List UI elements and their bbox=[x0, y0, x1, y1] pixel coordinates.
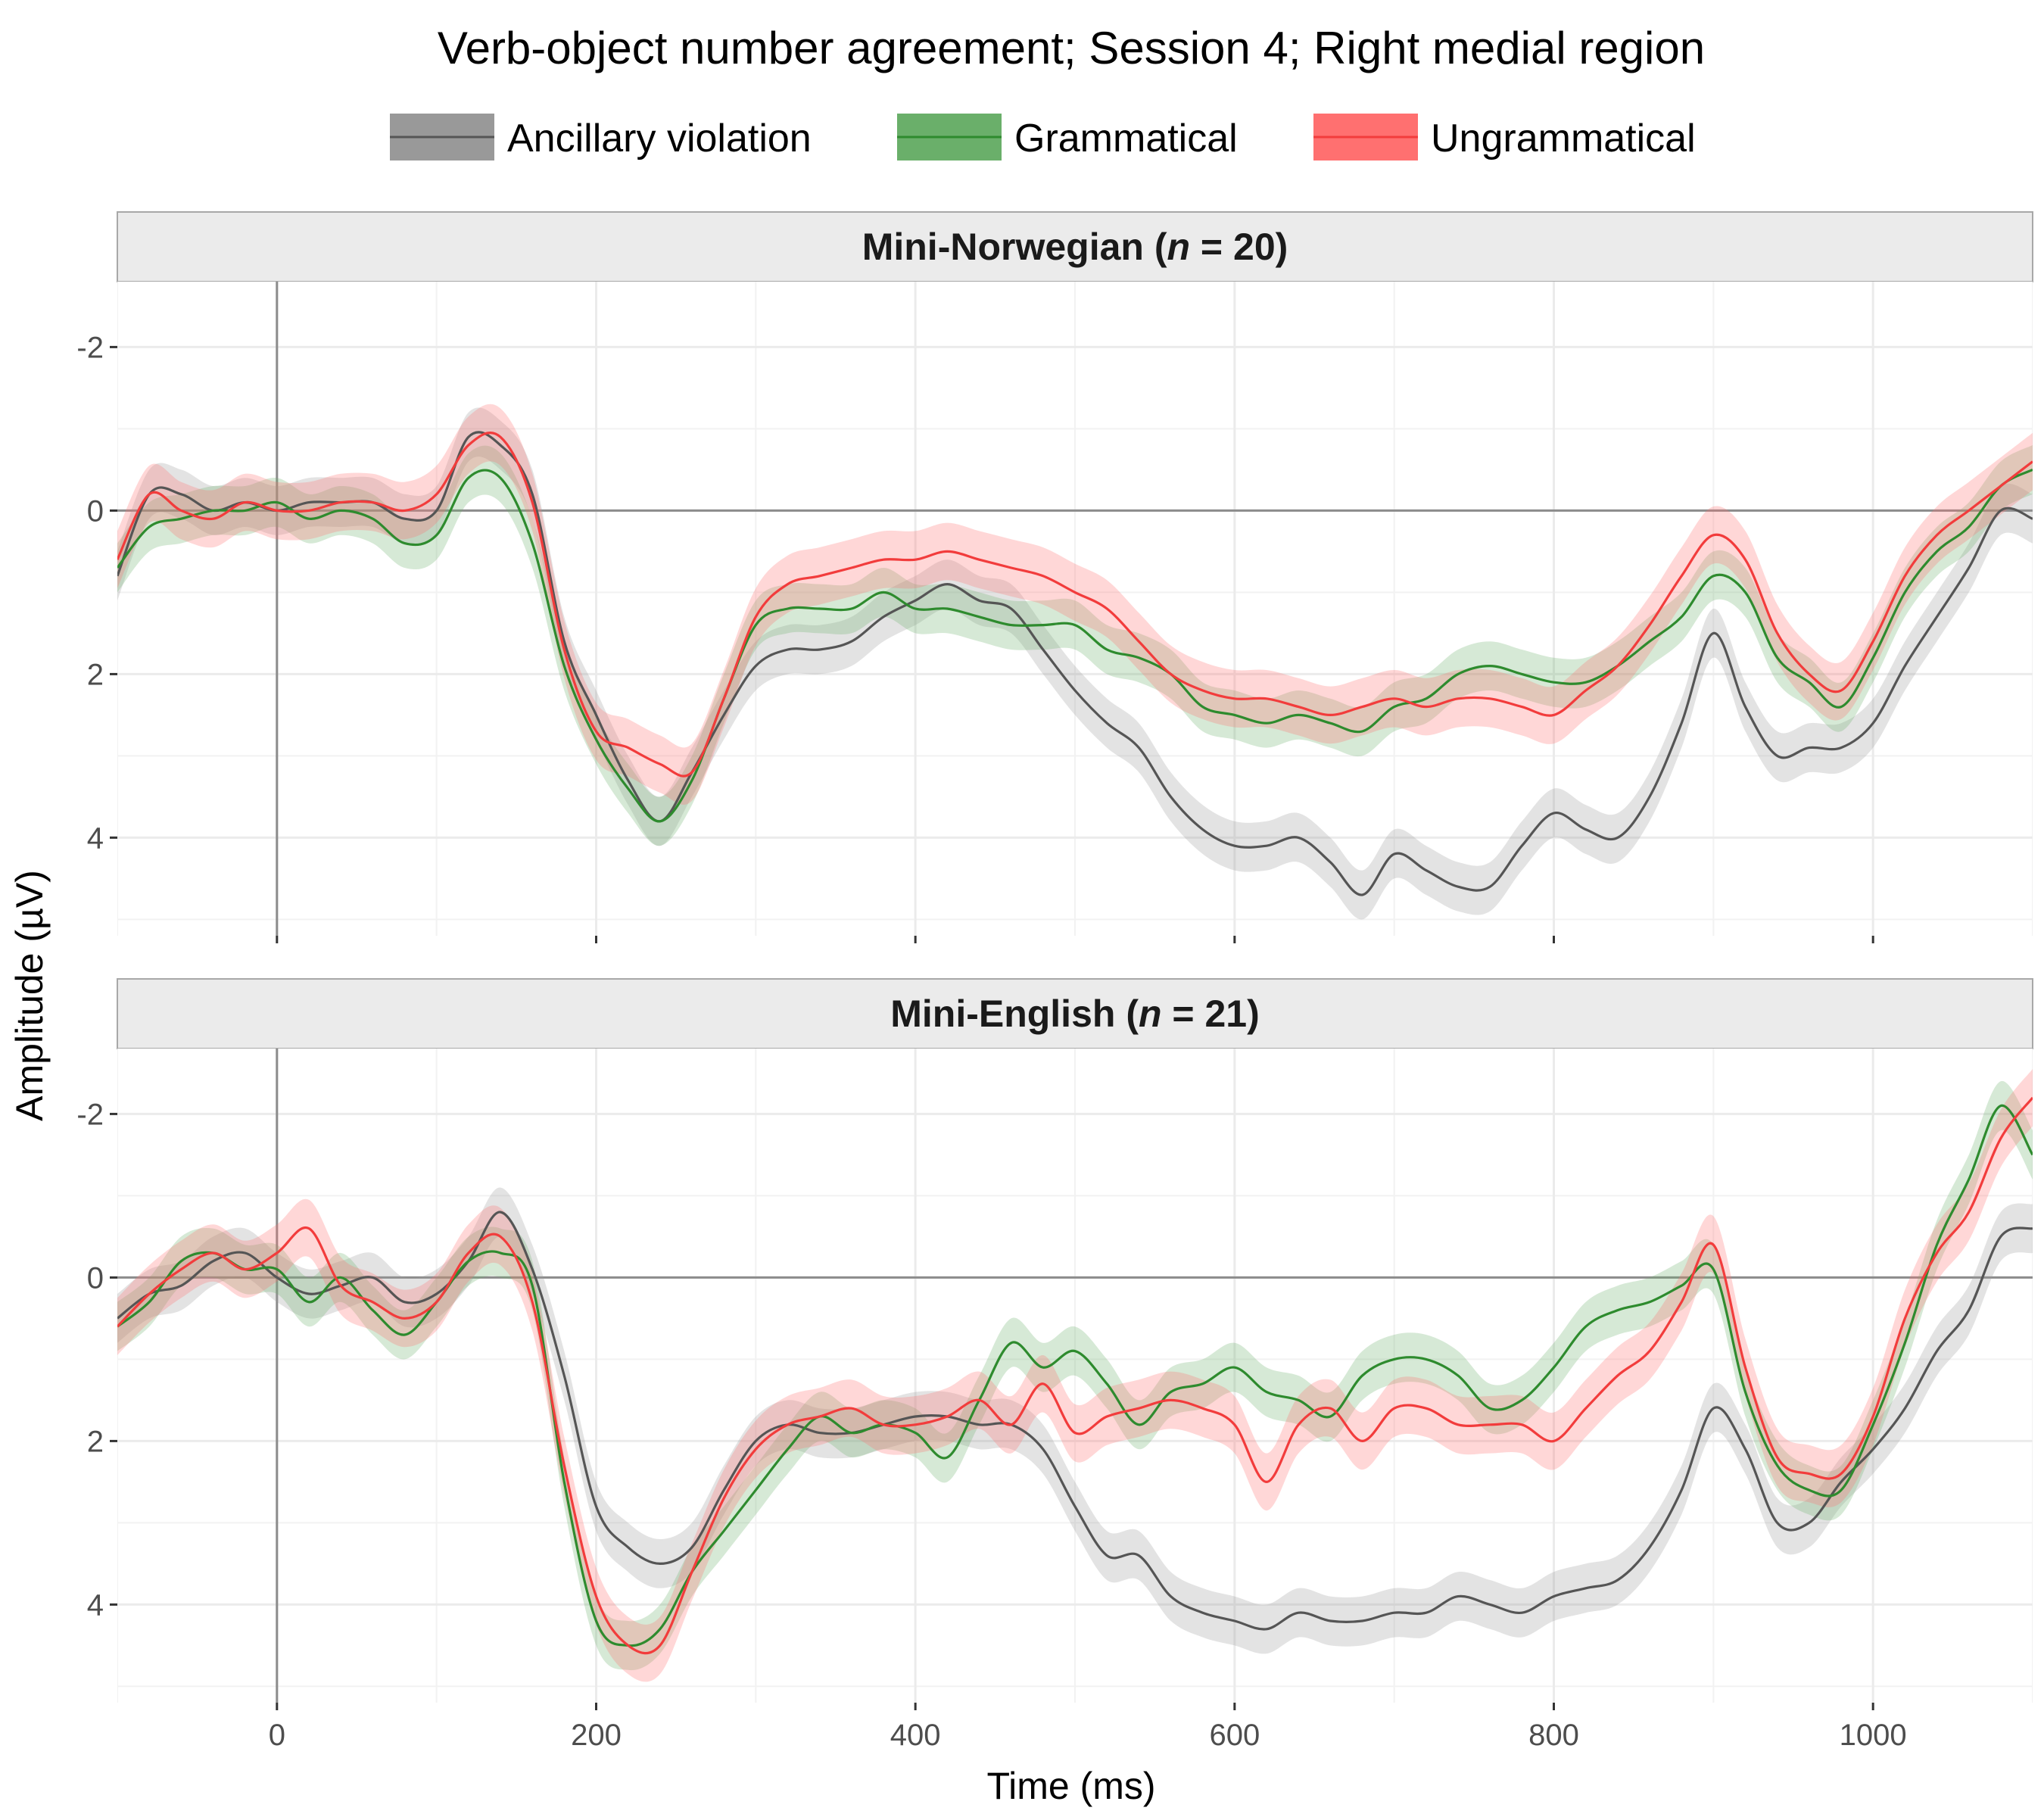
legend-label-1: Grammatical bbox=[1014, 117, 1238, 161]
series-line-0-1 bbox=[117, 468, 2033, 823]
x-tick-label-0: 0 bbox=[269, 1719, 285, 1752]
ribbon-1-2 bbox=[117, 1069, 2033, 1682]
ribbon-0-0 bbox=[117, 407, 2033, 920]
ribbon-0-2 bbox=[117, 404, 2033, 805]
facet-panels: Mini-Norwegian (n = 20)-2024Mini-English… bbox=[76, 211, 2033, 1710]
ribbon-1-1 bbox=[117, 1080, 2033, 1671]
x-tick-label-400: 400 bbox=[890, 1719, 941, 1752]
x-tick-label-800: 800 bbox=[1528, 1719, 1579, 1752]
y-tick-label-1-0: 0 bbox=[87, 1261, 104, 1295]
y-tick-label-1--2: -2 bbox=[76, 1098, 104, 1131]
strip-0 bbox=[117, 211, 2033, 282]
x-tick-label-1000: 1000 bbox=[1840, 1719, 1907, 1752]
x-axis-ticks: 0 200 400 600 800 1000 bbox=[269, 1719, 1907, 1752]
series-line-0-2 bbox=[117, 432, 2033, 778]
ribbon-0-1 bbox=[117, 445, 2033, 846]
legend-label-2: Ungrammatical bbox=[1431, 117, 1696, 161]
x-axis-title: Time (ms) bbox=[986, 1765, 1155, 1807]
y-tick-label-0-0: 0 bbox=[87, 494, 104, 528]
panel-0: Mini-Norwegian (n = 20) -2 0 2 4 bbox=[76, 211, 2033, 943]
y-tick-label-0--2: -2 bbox=[76, 331, 104, 364]
series-line-1-1 bbox=[117, 1104, 2033, 1647]
series-line-1-2 bbox=[117, 1096, 2033, 1655]
chart-title: Verb-object number agreement; Session 4;… bbox=[438, 23, 1705, 73]
strip-1 bbox=[117, 978, 2033, 1049]
y-axis-title: Amplitude (µV) bbox=[8, 870, 51, 1121]
x-tick-label-200: 200 bbox=[571, 1719, 622, 1752]
y-tick-label-0-2: 2 bbox=[87, 658, 104, 691]
legend: Ancillary violation Grammatical Ungrammati… bbox=[390, 114, 1696, 161]
y-tick-label-1-4: 4 bbox=[87, 1588, 104, 1622]
legend-label-0: Ancillary violation bbox=[507, 117, 812, 161]
x-tick-label-600: 600 bbox=[1209, 1719, 1260, 1752]
y-tick-label-1-2: 2 bbox=[87, 1425, 104, 1458]
strip-title-0: Mini-Norwegian (n = 20) bbox=[862, 226, 1288, 268]
y-tick-label-0-4: 4 bbox=[87, 821, 104, 855]
strip-title-1: Mini-English (n = 21) bbox=[890, 993, 1260, 1035]
series-line-0-0 bbox=[117, 431, 2033, 896]
panel-1: Mini-English (n = 21) -2 0 2 4 bbox=[76, 978, 2033, 1710]
